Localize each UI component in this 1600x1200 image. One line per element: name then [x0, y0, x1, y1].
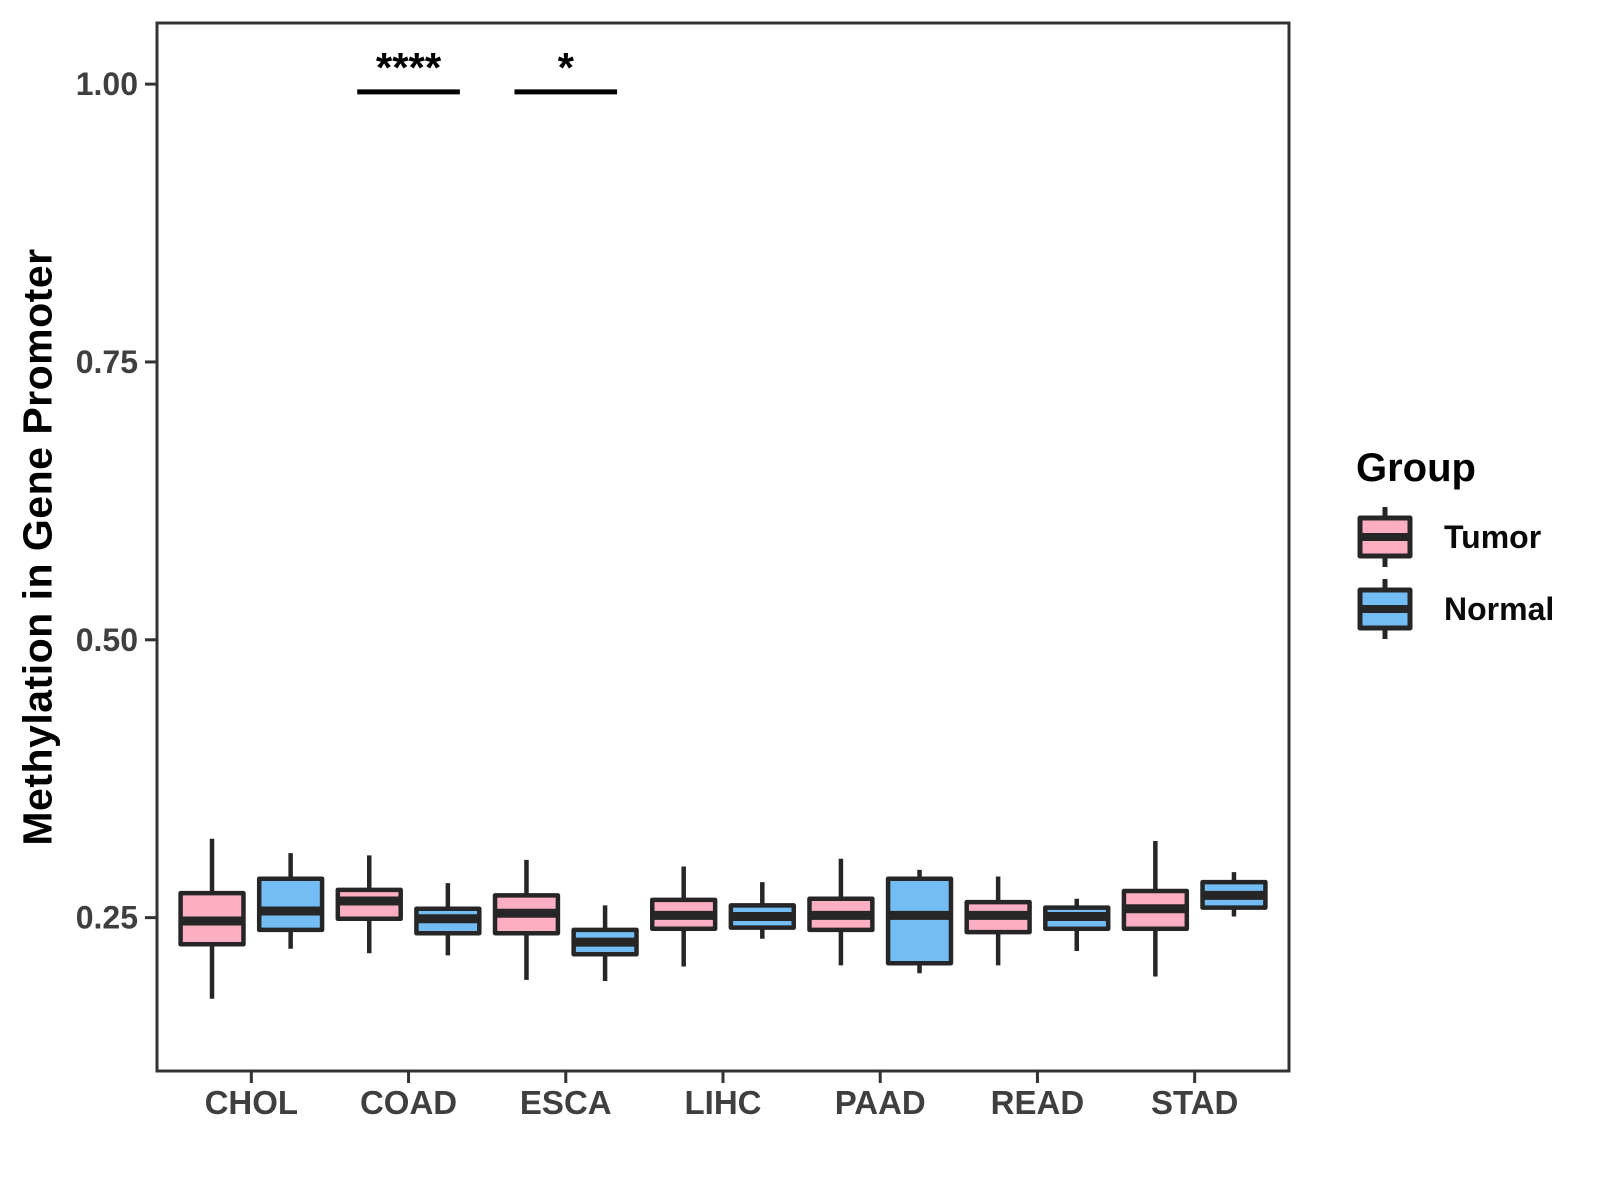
y-axis-title: Methylation in Gene Promoter	[14, 248, 61, 846]
legend-title: Group	[1356, 446, 1476, 490]
significance-label: *	[558, 44, 575, 91]
normal-boxplot-key-icon	[1357, 579, 1413, 639]
x-tick-label-LIHC: LIHC	[685, 1084, 762, 1121]
box-LIHC-Normal	[728, 882, 796, 939]
box-STAD-Tumor	[1121, 840, 1190, 977]
x-tick-label-COAD: COAD	[360, 1084, 457, 1121]
iqr-box	[256, 876, 325, 933]
legend-label-normal: Normal	[1444, 590, 1555, 627]
box-READ-Tumor	[964, 876, 1032, 966]
x-tick-label-ESCA: ESCA	[520, 1084, 612, 1121]
box-CHOL-Tumor	[178, 838, 246, 999]
box-COAD-Tumor	[335, 855, 403, 954]
box-STAD-Normal	[1200, 872, 1268, 917]
legend-label-tumor: Tumor	[1444, 518, 1542, 555]
box-CHOL-Normal	[256, 853, 325, 949]
significance-ESCA: *	[514, 44, 618, 95]
legend: Group Tumor Normal	[1356, 446, 1554, 641]
panel-border	[155, 21, 1291, 1073]
box-ESCA-Normal	[571, 905, 639, 981]
box-ESCA-Tumor	[492, 859, 561, 980]
y-tick-label: 0.75	[76, 344, 138, 380]
x-tick-label-PAAD: PAAD	[835, 1084, 926, 1121]
iqr-box	[885, 876, 954, 966]
legend-item-tumor: Tumor	[1356, 505, 1554, 569]
significance-label: ****	[376, 44, 442, 91]
x-tick-label-CHOL: CHOL	[205, 1084, 299, 1121]
y-tick-label: 0.50	[76, 622, 138, 658]
box-PAAD-Tumor	[807, 858, 875, 966]
legend-item-normal: Normal	[1356, 577, 1554, 641]
box-LIHC-Tumor	[650, 866, 718, 967]
box-READ-Normal	[1043, 898, 1111, 951]
x-tick-label-STAD: STAD	[1151, 1084, 1238, 1121]
box-COAD-Normal	[414, 883, 482, 956]
y-tick-label: 1.00	[76, 66, 138, 102]
significance-COAD: ****	[357, 44, 460, 95]
y-tick-label: 0.25	[76, 900, 138, 936]
x-tick-label-READ: READ	[991, 1084, 1085, 1121]
box-PAAD-Normal	[885, 869, 954, 974]
tumor-boxplot-key-icon	[1357, 507, 1413, 567]
